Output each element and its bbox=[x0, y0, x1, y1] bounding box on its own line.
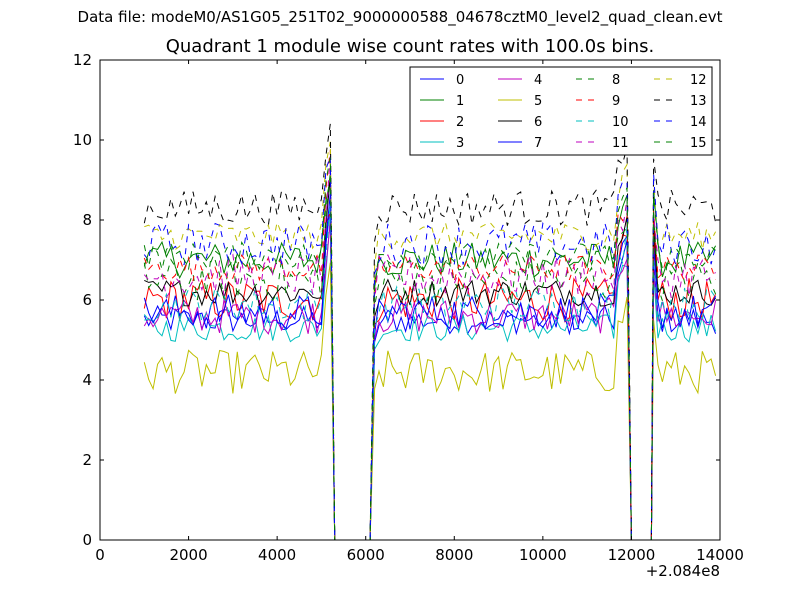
legend-label-15: 15 bbox=[690, 136, 707, 151]
series-line-3 bbox=[143, 216, 717, 540]
ticks-layer: 0 2000 4000 6000 8000 10000 12000 1400002468101… bbox=[73, 51, 744, 564]
figure-suptitle: Data file: modeM0/AS1G05_251T02_90000005… bbox=[77, 8, 723, 26]
legend-label-8: 8 bbox=[612, 73, 620, 88]
series-layer bbox=[143, 123, 717, 540]
legend-label-4: 4 bbox=[534, 73, 542, 88]
legend-label-7: 7 bbox=[534, 136, 542, 151]
series-line-15 bbox=[143, 157, 716, 540]
series-line-5 bbox=[143, 262, 717, 540]
x-tick-label: 8000 bbox=[435, 546, 473, 564]
x-tick-label: 2000 bbox=[169, 546, 207, 564]
legend-label-3: 3 bbox=[456, 136, 464, 151]
legend-label-11: 11 bbox=[612, 136, 629, 151]
legend-box bbox=[409, 66, 713, 156]
y-tick-label: 12 bbox=[73, 51, 92, 69]
legend-label-0: 0 bbox=[456, 73, 464, 88]
y-tick-label: 2 bbox=[82, 451, 92, 469]
legend-label-9: 9 bbox=[612, 94, 620, 109]
x-tick-label: 14000 bbox=[696, 546, 744, 564]
legend-label-6: 6 bbox=[534, 115, 542, 130]
series-line-6 bbox=[144, 176, 717, 540]
series-line-1 bbox=[143, 179, 717, 540]
series-line-4 bbox=[143, 221, 717, 540]
x-tick-label: 6000 bbox=[347, 546, 385, 564]
x-axis-offset-label: +2.084e8 bbox=[645, 562, 720, 580]
chart-title: Quadrant 1 module wise count rates with … bbox=[165, 36, 655, 57]
y-tick-label: 6 bbox=[82, 291, 92, 309]
series-line-9 bbox=[143, 150, 717, 540]
x-tick-label: 4000 bbox=[258, 546, 296, 564]
legend-label-5: 5 bbox=[534, 94, 542, 109]
y-tick-label: 10 bbox=[73, 131, 92, 149]
y-tick-label: 0 bbox=[82, 531, 92, 549]
legend-label-10: 10 bbox=[612, 115, 629, 130]
y-tick-label: 8 bbox=[82, 211, 92, 229]
x-tick-label: 12000 bbox=[608, 546, 656, 564]
series-line-12 bbox=[144, 141, 717, 540]
legend-label-13: 13 bbox=[690, 94, 707, 109]
legend-label-2: 2 bbox=[456, 115, 464, 130]
legend-label-1: 1 bbox=[456, 94, 464, 109]
x-tick-label: 10000 bbox=[519, 546, 567, 564]
series-line-13 bbox=[143, 123, 717, 540]
x-tick-label: 0 bbox=[95, 546, 105, 564]
legend-label-14: 14 bbox=[690, 115, 707, 130]
legend-label-12: 12 bbox=[690, 73, 707, 88]
series-line-7 bbox=[143, 193, 717, 540]
y-tick-label: 4 bbox=[82, 371, 92, 389]
